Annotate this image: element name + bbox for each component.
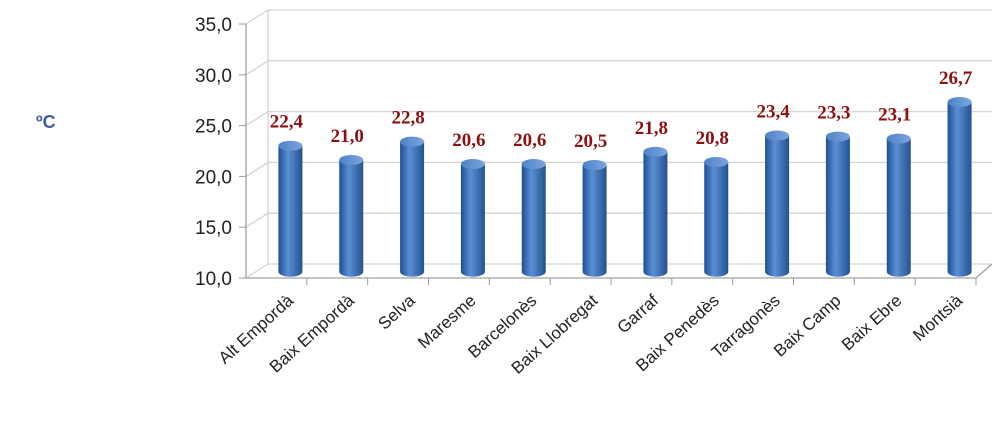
bars	[278, 97, 972, 277]
bar-cap	[825, 131, 850, 142]
data-label: 23,1	[878, 105, 911, 126]
x-tick-label: Baix Camp	[770, 291, 844, 361]
bar-cap	[278, 140, 303, 151]
bar-cap	[460, 159, 485, 170]
bar-cap	[582, 160, 607, 171]
data-label: 22,4	[270, 112, 304, 133]
bar	[582, 165, 607, 277]
bar	[521, 164, 546, 277]
y-tick-label: 30,0	[195, 66, 232, 87]
bar	[886, 138, 911, 277]
data-label: 20,5	[574, 131, 607, 152]
y-tick-label: 25,0	[195, 117, 232, 138]
x-tick-label: Baix Ebre	[838, 291, 905, 354]
x-tick-label: Montsià	[909, 290, 966, 344]
bar-cap	[886, 133, 911, 144]
x-tick-label: Garraf	[614, 291, 663, 338]
data-label: 21,0	[331, 126, 364, 147]
y-tick-label: 10,0	[195, 269, 232, 290]
data-label: 22,8	[391, 108, 424, 129]
bar-cap	[704, 156, 729, 167]
bar	[643, 151, 668, 277]
y-tick-label: 20,0	[195, 167, 232, 188]
data-label: 23,4	[756, 102, 790, 123]
y-axis-unit-label: ºC	[36, 112, 56, 132]
gridline	[245, 9, 992, 25]
bar	[765, 135, 790, 277]
data-label: 21,8	[635, 118, 668, 139]
gridlines	[245, 9, 992, 279]
bar-cap	[339, 154, 364, 165]
bar-cap	[521, 159, 546, 170]
axes	[239, 23, 993, 285]
data-label: 20,6	[513, 130, 546, 151]
y-tick-label: 15,0	[195, 218, 232, 239]
data-label: 20,6	[452, 130, 485, 151]
x-tick-label: Selva	[374, 290, 419, 333]
data-label: 26,7	[939, 68, 973, 89]
bar	[400, 141, 425, 277]
y-tick-label: 35,0	[195, 15, 232, 36]
bar	[947, 102, 972, 277]
bar-cap	[400, 136, 425, 147]
bar	[339, 159, 364, 277]
bar-cap	[765, 130, 790, 141]
bar	[825, 136, 850, 277]
bar-cap	[947, 97, 972, 108]
bar	[460, 164, 485, 277]
bar	[278, 145, 303, 277]
bar-cap	[643, 146, 668, 157]
data-label: 23,3	[817, 103, 850, 124]
bar	[704, 161, 729, 277]
gridline	[245, 60, 992, 76]
data-label: 20,8	[696, 128, 729, 149]
